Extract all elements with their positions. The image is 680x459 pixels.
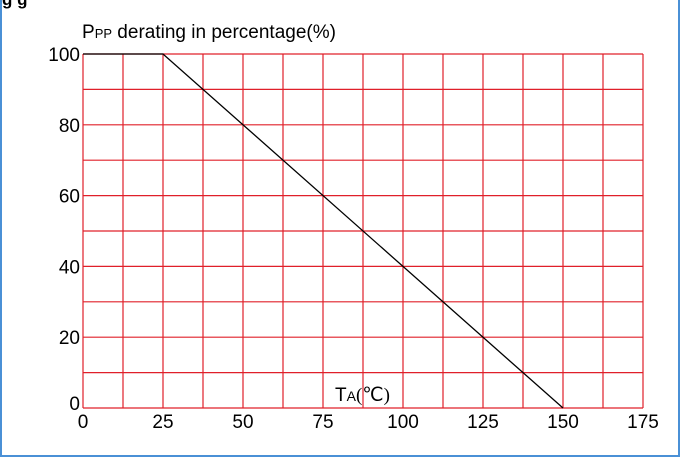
- y-tick-label: 0: [69, 394, 80, 415]
- x-tick-label: 175: [627, 412, 659, 433]
- x-tick-label: 50: [232, 412, 253, 433]
- y-tick-labels: 0 20 40 60 80 100: [48, 45, 80, 415]
- x-tick-label: 125: [467, 412, 499, 433]
- x-tick-label: 75: [312, 412, 333, 433]
- derating-curve: [83, 53, 564, 409]
- y-tick-label: 20: [59, 328, 80, 349]
- x-axis-label-rest: (℃): [356, 385, 390, 406]
- y-tick-label: 80: [59, 116, 80, 137]
- x-tick-label: 150: [547, 412, 579, 433]
- x-axis-label-sub: A: [347, 388, 357, 404]
- x-axis-label: TA(℃): [335, 385, 390, 406]
- x-tick-label: 100: [387, 412, 419, 433]
- y-tick-label: 40: [59, 257, 80, 278]
- x-axis-label-main: T: [335, 385, 347, 406]
- clipped-figure-heading: g g: [2, 0, 28, 10]
- y-tick-label: 100: [48, 45, 80, 66]
- x-tick-labels: 0 25 50 75 100 125 150 175: [78, 412, 659, 433]
- x-tick-label: 25: [152, 412, 173, 433]
- y-axis-label-main: P: [82, 22, 95, 43]
- y-axis-label: PPP derating in percentage(%): [82, 22, 336, 43]
- y-tick-label: 60: [59, 187, 80, 208]
- x-tick-label: 0: [78, 412, 89, 433]
- chart-series: [83, 53, 564, 409]
- y-axis-label-sub: PP: [95, 26, 112, 41]
- y-axis-label-rest: derating in percentage(%): [112, 22, 336, 43]
